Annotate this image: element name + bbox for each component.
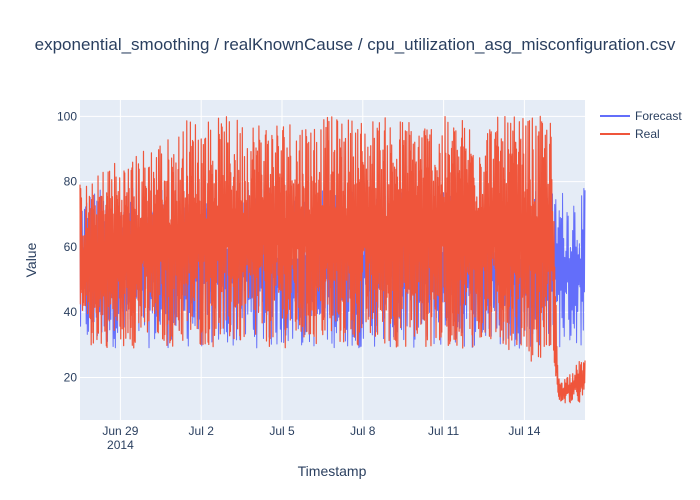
x-tick-label: Jul 8 — [350, 424, 376, 438]
x-axis-title: Timestamp — [298, 463, 367, 479]
series-real — [79, 115, 586, 404]
y-ticks: 20 40 60 80 100 — [57, 109, 77, 384]
series-line-real — [79, 115, 586, 404]
y-tick-label: 60 — [64, 240, 78, 254]
legend-item-forecast[interactable]: Forecast — [600, 109, 682, 123]
x-tick-label: Jun 29 — [102, 424, 138, 438]
x-tick-label: Jul 11 — [428, 424, 459, 438]
x-tick-sublabel: 2014 — [107, 438, 134, 452]
x-tick-label: Jul 14 — [508, 424, 540, 438]
legend-label-forecast: Forecast — [635, 109, 682, 123]
series-layer — [79, 115, 586, 404]
y-tick-label: 80 — [64, 175, 78, 189]
x-tick-label: Jul 2 — [189, 424, 215, 438]
y-tick-label: 100 — [57, 109, 77, 123]
legend[interactable]: Forecast Real — [600, 109, 682, 141]
y-tick-label: 40 — [64, 305, 78, 319]
legend-label-real: Real — [635, 127, 660, 141]
y-tick-label: 20 — [64, 371, 78, 385]
legend-item-real[interactable]: Real — [600, 127, 660, 141]
y-axis-title: Value — [23, 242, 39, 277]
x-tick-label: Jul 5 — [269, 424, 295, 438]
chart-title: exponential_smoothing / realKnownCause /… — [35, 35, 676, 54]
